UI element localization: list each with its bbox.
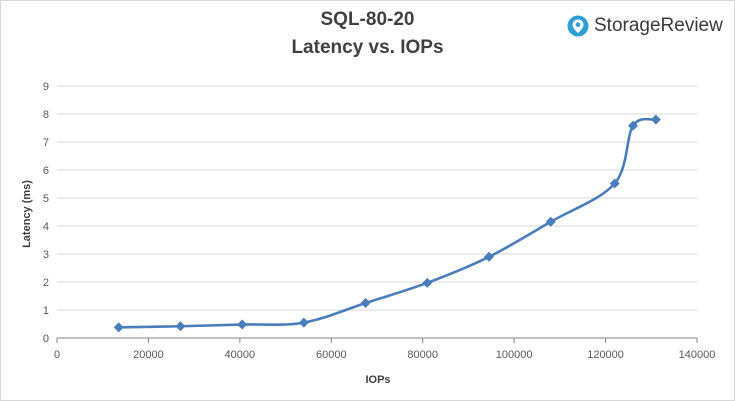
axes — [56, 337, 698, 343]
y-tick-label: 8 — [43, 109, 49, 121]
grid-lines — [57, 85, 697, 311]
series-line — [118, 117, 657, 329]
series-layer — [113, 114, 661, 333]
x-tick-label: 140000 — [679, 349, 716, 361]
data-point-diamond — [609, 178, 620, 189]
storagereview-logo-icon — [567, 15, 589, 37]
y-axis-title: Latency (ms) — [21, 180, 33, 248]
data-point-diamond — [545, 216, 556, 227]
data-point-diamond — [360, 298, 371, 308]
x-tick-label: 60000 — [316, 349, 347, 361]
x-tick-labels: 0 20000 40000 60000 80000 100000 120000 140000 — [54, 349, 715, 361]
data-point-diamond — [298, 317, 309, 328]
data-point-diamond — [422, 277, 433, 288]
data-point-diamond — [628, 120, 638, 131]
y-tick-label: 7 — [43, 137, 49, 149]
y-tick-label: 3 — [43, 249, 49, 261]
x-tick-label: 0 — [54, 349, 60, 361]
y-tick-label: 9 — [43, 81, 49, 93]
storagereview-logo: StorageReview — [567, 15, 723, 37]
x-tick-label: 80000 — [407, 349, 438, 361]
data-point-diamond — [113, 322, 124, 333]
x-tick-label: 100000 — [496, 349, 533, 361]
x-tick-label: 120000 — [587, 349, 624, 361]
data-point-diamond — [175, 321, 186, 332]
x-tick-label: 20000 — [133, 349, 164, 361]
y-tick-label: 4 — [43, 221, 49, 233]
storagereview-logo-text: StorageReview — [594, 15, 723, 36]
data-point-diamond — [237, 319, 248, 330]
y-tick-label: 5 — [43, 193, 49, 205]
data-point-diamond — [650, 114, 661, 125]
y-tick-labels: 0 1 2 3 4 5 6 7 8 9 — [43, 81, 49, 345]
y-tick-label: 6 — [43, 165, 49, 177]
y-tick-label: 0 — [43, 333, 49, 345]
data-point-diamond — [484, 251, 494, 262]
x-axis-title: IOPs — [365, 374, 390, 386]
chart-subtitle: Latency vs. IOPs — [291, 37, 444, 58]
chart-title: SQL-80-20 — [320, 9, 415, 30]
y-tick-label: 1 — [43, 305, 49, 317]
x-tick-label: 40000 — [225, 349, 256, 361]
y-tick-label: 2 — [43, 277, 49, 289]
